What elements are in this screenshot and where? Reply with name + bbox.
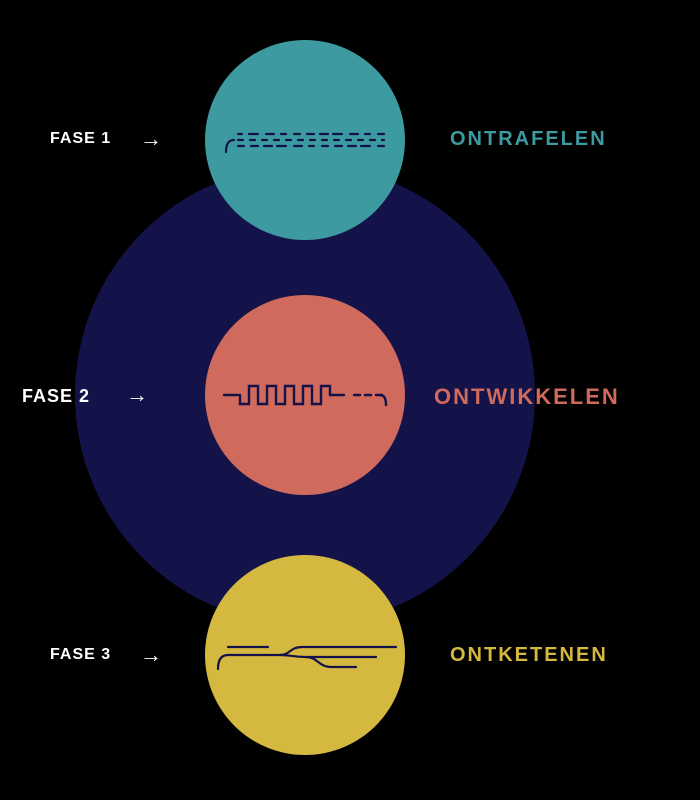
phase-1-arrow-icon: → — [140, 128, 162, 150]
phase-2-pattern-icon — [220, 375, 390, 415]
phase-2-label: FASE 2 — [22, 386, 90, 407]
phase-2-circle — [205, 295, 405, 495]
phase-2-title: ONTWIKKELEN — [434, 384, 620, 410]
phase-3-label: FASE 3 — [50, 646, 111, 664]
diagram-stage: FASE 1 → ONTRAFELEN FASE 2 → ONTWIKKELEN FASE … — [0, 0, 700, 800]
phase-3-title: ONTKETENEN — [450, 644, 608, 667]
phase-3-circle — [205, 555, 405, 755]
phase-3-pattern-icon — [210, 633, 400, 677]
phase-1-circle — [205, 40, 405, 240]
phase-2-arrow-icon: → — [126, 384, 148, 406]
phase-3-arrow-icon: → — [140, 644, 162, 666]
phase-1-label: FASE 1 — [50, 130, 111, 148]
phase-1-title: ONTRAFELEN — [450, 128, 607, 151]
phase-1-pattern-icon — [220, 120, 390, 160]
